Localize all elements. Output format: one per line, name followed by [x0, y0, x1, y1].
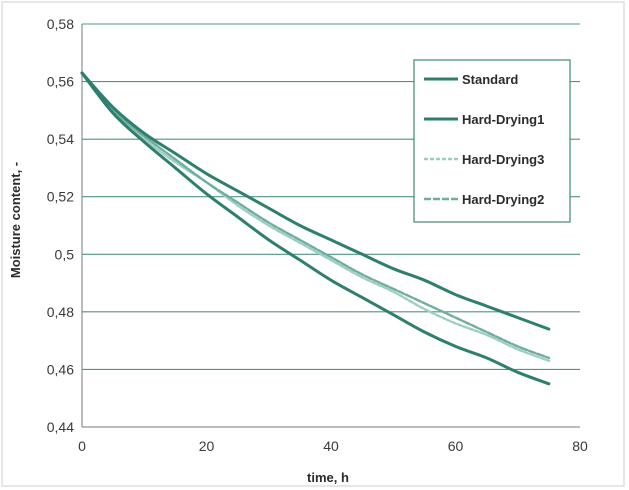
- legend-label: Standard: [462, 72, 518, 87]
- ticks-layer: 0,44 0,46 0,48 0,5 0,52 0,54 0,56 0,58 0 20 40 60 80: [47, 16, 588, 454]
- series-layer: [80, 71, 551, 386]
- y-tick-label: 0,58: [47, 16, 74, 32]
- x-tick-label: 40: [323, 438, 339, 454]
- x-tick-label: 20: [199, 438, 215, 454]
- x-axis-title: time, h: [307, 470, 349, 485]
- legend-label: Hard-Drying3: [462, 152, 544, 167]
- legend: Standard Hard-Drying1 Hard-Drying3 Hard-Dry…: [413, 59, 571, 223]
- y-tick-label: 0,46: [47, 361, 74, 377]
- legend-box: [413, 59, 571, 223]
- series-line-hard-drying1: [80, 71, 551, 331]
- legend-label: Hard-Drying1: [462, 112, 544, 127]
- x-tick-label: 0: [78, 438, 86, 454]
- legend-label: Hard-Drying2: [462, 192, 544, 207]
- y-tick-label: 0,44: [47, 419, 74, 435]
- x-tick-label: 60: [448, 438, 464, 454]
- y-tick-label: 0,48: [47, 304, 74, 320]
- series-line-hard-drying3: [80, 71, 551, 362]
- y-tick-label: 0,52: [47, 189, 74, 205]
- y-tick-label: 0,56: [47, 74, 74, 90]
- y-tick-label: 0,54: [47, 131, 74, 147]
- y-tick-label: 0,5: [55, 246, 75, 262]
- y-axis-title: Moisture content, -: [8, 162, 23, 278]
- series-line-standard: [80, 71, 551, 386]
- series-line-hard-drying2: [80, 71, 551, 360]
- axes-layer: [81, 24, 580, 428]
- x-tick-label: 80: [572, 438, 588, 454]
- legend-items: Standard Hard-Drying1 Hard-Drying3 Hard-Dry…: [424, 72, 544, 207]
